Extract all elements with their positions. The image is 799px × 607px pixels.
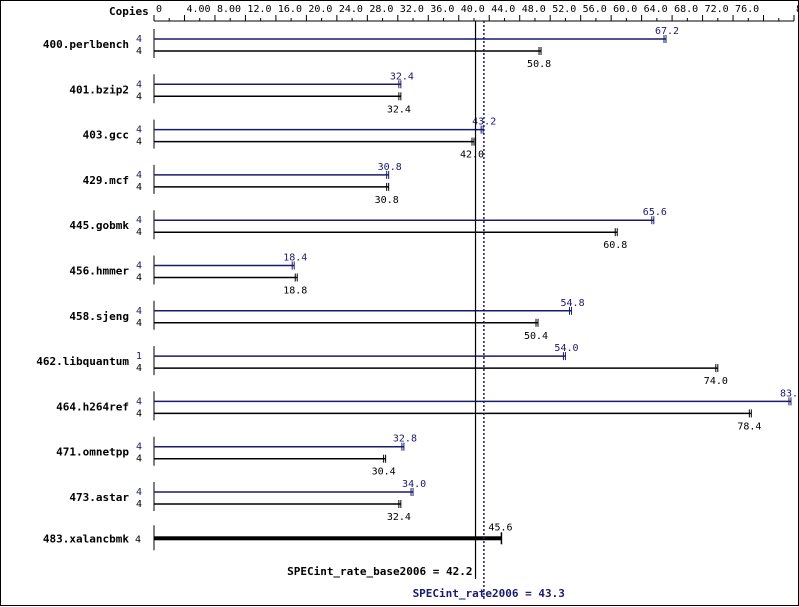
x-tick-label: 76.0 [735,4,759,15]
copies-value-base: 4 [136,499,142,510]
peak-ref-label: SPECint_rate2006 = 43.3 [413,587,565,600]
x-tick-label: 56.0 [583,4,607,15]
x-tick-label: 84.0 [796,4,799,15]
x-tick-label: 0 [156,4,162,15]
benchmark-label: 456.hmmer [69,265,129,278]
x-tick-label: 72.0 [705,4,729,15]
bar-value-label-base: 78.4 [737,421,761,432]
bar-value-label-base: 32.4 [387,104,411,115]
copies-value-base: 4 [136,91,142,102]
bar-value-label-peak: 67.2 [655,26,679,37]
copies-value-base: 4 [136,227,142,238]
copies-value-peak: 4 [136,306,142,317]
bar-value-label-base: 60.8 [603,240,627,251]
x-tick-label: 24.0 [339,4,363,15]
benchmark-label: 403.gcc [83,129,129,142]
x-tick-label: 44.0 [491,4,515,15]
x-tick-label: 64.0 [644,4,668,15]
benchmark-label: 400.perlbench [43,38,129,51]
benchmark-label: 464.h264ref [56,400,129,413]
x-tick-label: 12.0 [247,4,271,15]
bar-value-label-peak: 54.0 [554,343,578,354]
copies-value: 4 [135,534,141,545]
bar-value-label-peak: 32.8 [393,434,417,445]
x-tick-label: 28.0 [369,4,393,15]
benchmark-label: 462.libquantum [36,355,129,368]
bar-value-label-base: 42.0 [460,150,484,161]
copies-value-base: 4 [136,46,142,57]
copies-value-peak: 4 [136,125,142,136]
x-tick-label: 16.0 [278,4,302,15]
copies-value-peak: 4 [136,170,142,181]
bar-value-label-peak: 65.6 [643,207,667,218]
benchmark-label: 471.omnetpp [56,446,129,459]
x-tick-label: 48.0 [522,4,546,15]
x-tick-label: 20.0 [308,4,332,15]
bar-value-label-base: 50.4 [524,331,548,342]
bar-value-label-base: 30.8 [375,195,399,206]
copies-value-peak: 4 [136,261,142,272]
bar-combined [154,536,502,541]
bar-value-label-peak: 32.4 [390,71,414,82]
copies-value-peak: 1 [136,351,142,362]
copies-value-peak: 4 [136,487,142,498]
copies-value-base: 4 [136,273,142,284]
x-tick-label: 60.0 [613,4,637,15]
copies-value-base: 4 [136,318,142,329]
copies-value-peak: 4 [136,215,142,226]
x-tick-label: 36.0 [430,4,454,15]
x-tick-label: 52.0 [552,4,576,15]
copies-value-peak: 4 [136,396,142,407]
x-tick-label: 68.0 [674,4,698,15]
x-tick-label: 4.00 [186,4,210,15]
copies-value-base: 4 [136,454,142,465]
benchmark-label: 401.bzip2 [69,83,129,96]
bar-value-label-base: 50.8 [527,59,551,70]
x-tick-label: 8.00 [217,4,241,15]
bar-value-label-peak: 18.4 [283,253,307,264]
copies-value-base: 4 [136,363,142,374]
copies-value-base: 4 [136,137,142,148]
copies-header: Copies [109,5,149,18]
copies-value-peak: 4 [136,79,142,90]
bar-value-label: 45.6 [488,522,512,533]
bar-value-label-base: 32.4 [387,512,411,523]
bar-value-label-peak: 30.8 [378,162,402,173]
bar-value-label-base: 74.0 [704,376,728,387]
x-tick-label: 32.0 [400,4,424,15]
bar-value-label-peak: 54.8 [561,298,585,309]
copies-value-peak: 4 [136,34,142,45]
copies-value-base: 4 [136,408,142,419]
benchmark-label: 483.xalancbmk [43,532,129,545]
benchmark-label: 429.mcf [83,174,129,187]
x-tick-label: 40.0 [461,4,485,15]
copies-value-peak: 4 [136,442,142,453]
benchmark-label: 473.astar [69,491,129,504]
base-ref-label: SPECint_rate_base2006 = 42.2 [287,565,472,578]
bar-value-label-base: 30.4 [372,467,396,478]
bar-value-label-base: 18.8 [283,286,307,297]
copies-value-base: 4 [136,182,142,193]
bar-value-label-peak: 34.0 [402,479,426,490]
benchmark-label: 458.sjeng [69,310,129,323]
benchmark-label: 445.gobmk [69,219,129,232]
bar-value-label-peak: 83.6 [780,388,799,399]
